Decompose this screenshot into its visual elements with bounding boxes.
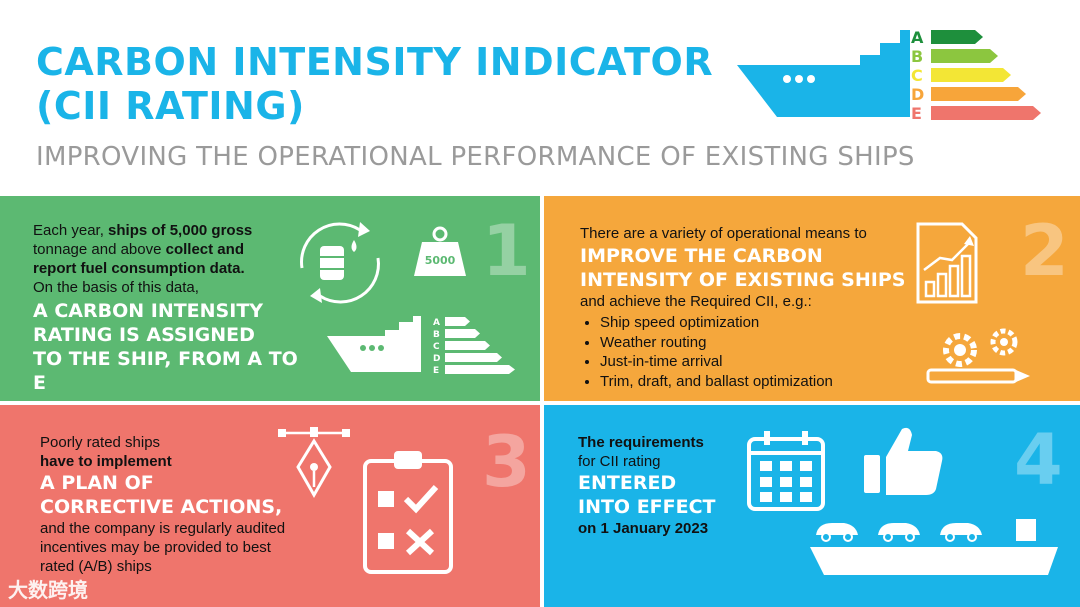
rating-letter: D	[433, 354, 440, 364]
panel-3: 3 Poorly rated ships have to implement A…	[0, 405, 540, 607]
text-plain: and the company is regularly audited	[40, 520, 286, 537]
panel-2-highlight: IMPROVE THE CARBON INTENSITY OF EXISTING…	[580, 244, 910, 292]
porthole	[807, 75, 815, 83]
panel-3-highlight: A PLAN OF CORRECTIVE ACTIONS,	[40, 471, 330, 519]
list-item: Trim, draft, and ballast optimization	[600, 372, 910, 392]
panel-3-text: Poorly rated ships have to implement A P…	[40, 433, 330, 576]
page-title: CARBON INTENSITY INDICATOR (CII RATING)	[36, 40, 713, 128]
panel-number: 1	[482, 210, 531, 292]
panel-2-text: There are a variety of operational means…	[580, 224, 910, 391]
weight-icon: 5000	[414, 226, 466, 276]
thumbs-up-icon	[864, 427, 943, 495]
panel-1: 1 Each year, ships of 5,000 gross tonnag…	[0, 196, 540, 401]
panel-2: 2 There are a variety of operational mea…	[544, 196, 1080, 401]
text-plain: and achieve the Required CII, e.g.:	[580, 293, 812, 310]
panel-1-highlight: A CARBON INTENSITY RATING IS ASSIGNED TO…	[33, 299, 313, 395]
text-plain: There are a variety of operational means…	[580, 225, 867, 242]
checklist-clipboard-icon	[363, 451, 453, 574]
effective-date: on 1 January 2023	[578, 520, 709, 537]
text-plain: tonnage and above	[33, 241, 166, 258]
highlight-line: A PLAN OF	[40, 472, 154, 494]
list-item: Ship speed optimization	[600, 313, 910, 333]
text-plain: incentives may be provided to best	[40, 539, 271, 556]
text-plain: rated (A/B) ships	[40, 558, 152, 575]
text-bold: collect and	[165, 241, 244, 258]
pen-tool-icon	[278, 427, 350, 499]
list-item: Weather routing	[600, 333, 910, 353]
highlight-line: IMPROVE THE CARBON	[580, 245, 823, 267]
highlight-line: INTO EFFECT	[578, 496, 716, 518]
title-line-2: (CII RATING)	[36, 84, 305, 128]
fuel-barrel-cycle-icon	[300, 222, 380, 304]
ship-rating-icon: A B C D E	[737, 28, 1041, 123]
rating-letter: D	[911, 85, 924, 104]
rating-bar-d	[931, 87, 1026, 101]
text-bold: report fuel consumption data.	[33, 260, 245, 277]
list-item: Just-in-time arrival	[600, 352, 910, 372]
panel-4: 4 The requirements for CII rating ENTERE…	[544, 405, 1080, 607]
rating-bar-a	[931, 30, 983, 44]
porthole	[795, 75, 803, 83]
highlight-line: TO THE SHIP, FROM A TO E	[33, 348, 298, 394]
text-plain: On the basis of this data,	[33, 279, 199, 296]
text-plain: Poorly rated ships	[40, 434, 161, 451]
text-plain: for CII rating	[578, 453, 661, 470]
rating-letter: C	[911, 66, 923, 85]
panel-4-text: The requirements for CII rating ENTERED …	[578, 433, 748, 538]
page-subtitle: IMPROVING THE OPERATIONAL PERFORMANCE OF…	[36, 142, 915, 172]
car-carrier-ship-icon	[810, 519, 1058, 575]
highlight-line: RATING IS ASSIGNED	[33, 324, 255, 346]
rating-bar-e	[931, 106, 1041, 120]
highlight-line: A CARBON INTENSITY	[33, 300, 264, 322]
watermark-logo: 大数跨境	[8, 580, 88, 602]
rating-letter: C	[433, 342, 440, 352]
highlight-line: ENTERED	[578, 472, 677, 494]
rating-letter: E	[433, 366, 439, 376]
rating-bar-c	[931, 68, 1011, 82]
text-bold: have to implement	[40, 453, 172, 470]
ship-rating-small-icon: A B C D E	[327, 316, 515, 376]
rating-bar-b	[931, 49, 998, 63]
text-bold: ships of 5,000 gross	[108, 222, 253, 239]
panel-number: 2	[1020, 210, 1069, 292]
panel-4-highlight: ENTERED INTO EFFECT	[578, 471, 748, 519]
highlight-line: INTENSITY OF EXISTING SHIPS	[580, 269, 906, 291]
title-line-1: CARBON INTENSITY INDICATOR	[36, 40, 714, 84]
panel-number: 4	[1014, 419, 1063, 501]
weight-label: 5000	[425, 254, 456, 267]
text-bold: The requirements	[578, 434, 704, 451]
highlight-line: CORRECTIVE ACTIONS,	[40, 496, 283, 518]
rating-letter: A	[911, 28, 924, 47]
report-chart-icon	[916, 222, 978, 304]
text-plain: Each year,	[33, 222, 109, 239]
rating-letter: E	[911, 104, 922, 123]
measures-list: Ship speed optimization Weather routing …	[580, 313, 910, 391]
porthole	[783, 75, 791, 83]
calendar-icon	[747, 431, 825, 511]
gears-pencil-icon	[926, 328, 1030, 384]
panel-number: 3	[482, 421, 531, 503]
rating-letter: A	[433, 318, 440, 328]
panel-1-text: Each year, ships of 5,000 gross tonnage …	[33, 221, 313, 395]
rating-letter: B	[911, 47, 923, 66]
ship-hull	[737, 30, 910, 117]
rating-letter: B	[433, 330, 440, 340]
